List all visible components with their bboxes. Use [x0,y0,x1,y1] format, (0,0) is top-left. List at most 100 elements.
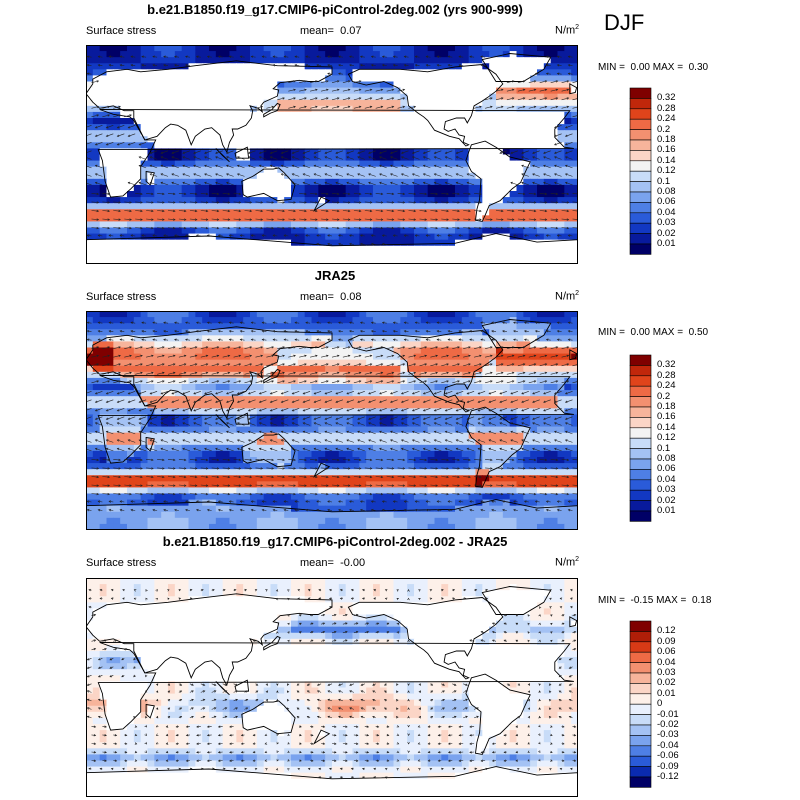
panel-1-min-value: 0.00 [630,62,650,73]
panel-1-variable-label: Surface stress [86,25,157,37]
colorbar-tick-label: -0.09 [657,760,679,772]
colorbar-tick-label: 0.03 [657,667,676,678]
coastline [241,700,296,735]
coastline [569,616,578,628]
colorbar-tick-label: 0.2 [657,390,671,402]
panel-3-mean-label: mean= -0.00 [300,557,366,569]
colorbar-tick-label: 0.02 [657,494,676,506]
panel-2-mean-label: mean= 0.08 [300,291,362,303]
colorbar-tick-label: -0.06 [657,750,679,762]
panel-3-variable-label: Surface stress [86,557,157,569]
coastline [263,102,281,118]
colorbar-tick-label: -0.02 [657,719,679,730]
panel-2-min-value: 0.00 [630,327,650,338]
colorbar-tick-label: 0.18 [657,134,676,145]
colorbar-swatch [629,703,652,715]
colorbar-tick-label: 0.03 [657,217,676,229]
panel-2-units: N/m2 [555,290,580,303]
colorbar-swatch [629,510,652,522]
colorbar-tick-label: 0.1 [657,175,671,187]
colorbar-tick-label: -0.12 [657,771,679,782]
coastline [241,167,296,202]
coastline [145,436,155,452]
colorbar-tick-label: 0.02 [657,677,676,689]
panel-3-map [86,578,578,797]
colorbar-tick-label: 0.08 [657,186,676,197]
field-layer [86,311,578,530]
colorbar-swatch [629,620,652,632]
coastline [86,499,578,530]
coastline [465,140,531,222]
coastline [86,233,578,264]
panel-1-units: N/m2 [555,24,580,37]
panel-3-title: b.e21.B1850.f19_g17.CMIP6-piControl-2deg… [162,534,508,549]
colorbar-tick-label: 0.16 [657,411,676,423]
colorbar-tick-label: 0.03 [657,484,676,496]
colorbar-swatch [629,724,652,736]
colorbar-swatch [629,469,652,481]
panel-1-minmax: MIN = 0.00 MAX = 0.30 [598,62,709,73]
colorbar-tick-label: 0.08 [657,453,676,464]
stress-vectors [86,321,578,512]
colorbar-tick-label: 0.06 [657,196,676,208]
colorbar-swatch [629,181,652,193]
colorbar-swatch [629,150,652,162]
coastline [234,679,250,692]
colorbar-swatch [629,243,652,255]
panel-1-mean-value: 0.07 [340,25,362,37]
panel-1-mean-label: mean= 0.07 [300,25,362,37]
colorbar-tick-label: 0.04 [657,206,676,218]
colorbar-swatch [629,735,652,747]
panel-2-mean-value: 0.08 [340,291,362,303]
colorbar-tick-label: 0.01 [657,238,676,249]
coastline [145,703,155,719]
colorbar-tick-label: 0.01 [657,505,676,516]
colorbar-swatch [629,118,652,130]
coastline [313,462,331,478]
colorbar-tick-label: -0.01 [657,708,679,720]
colorbar-swatch [629,406,652,418]
colorbar-swatch [629,672,652,684]
map-frame [86,311,578,530]
colorbar-swatch [629,489,652,501]
colorbar-swatch [629,87,652,99]
colorbar-swatch [629,651,652,663]
map-frame [86,45,578,264]
coastline [313,729,331,745]
colorbar-tick-label: 0 [657,698,663,710]
colorbar-swatch [629,108,652,120]
colorbar-tick-label: 0.12 [657,625,676,637]
colorbar-swatches [629,620,652,788]
coastlines [86,53,578,264]
colorbar-swatch [629,500,652,512]
colorbar-swatch [629,202,652,214]
panel-1-map [86,45,578,264]
colorbar-swatch [629,437,652,449]
coastline [86,593,333,687]
colorbar-swatch [629,170,652,182]
panel-2-max-value: 0.50 [688,327,709,338]
colorbar-swatch [629,714,652,726]
colorbar-tick-label: 0.09 [657,635,676,647]
colorbar-swatch [629,427,652,439]
coastline [97,642,574,731]
colorbar-swatch [629,98,652,110]
colorbar-swatch [629,365,652,377]
colorbar-swatch [629,766,652,778]
coastline [313,196,331,212]
coastline [234,412,250,425]
colorbar-swatch [629,458,652,470]
colorbar-swatch [629,683,652,695]
coastline [263,635,281,651]
colorbar-tick-label: 0.24 [657,113,676,125]
coastline [481,586,552,615]
colorbar-tick-label: 0.18 [657,401,676,412]
stress-vectors [86,55,578,246]
colorbar-tick-label: 0.2 [657,123,671,135]
coastline [86,326,333,420]
season-label: DJF [604,10,645,35]
colorbar-tick-label: 0.28 [657,102,676,114]
colorbar-tick-label: 0.06 [657,463,676,475]
coastline [347,597,504,680]
coastline [86,766,578,797]
